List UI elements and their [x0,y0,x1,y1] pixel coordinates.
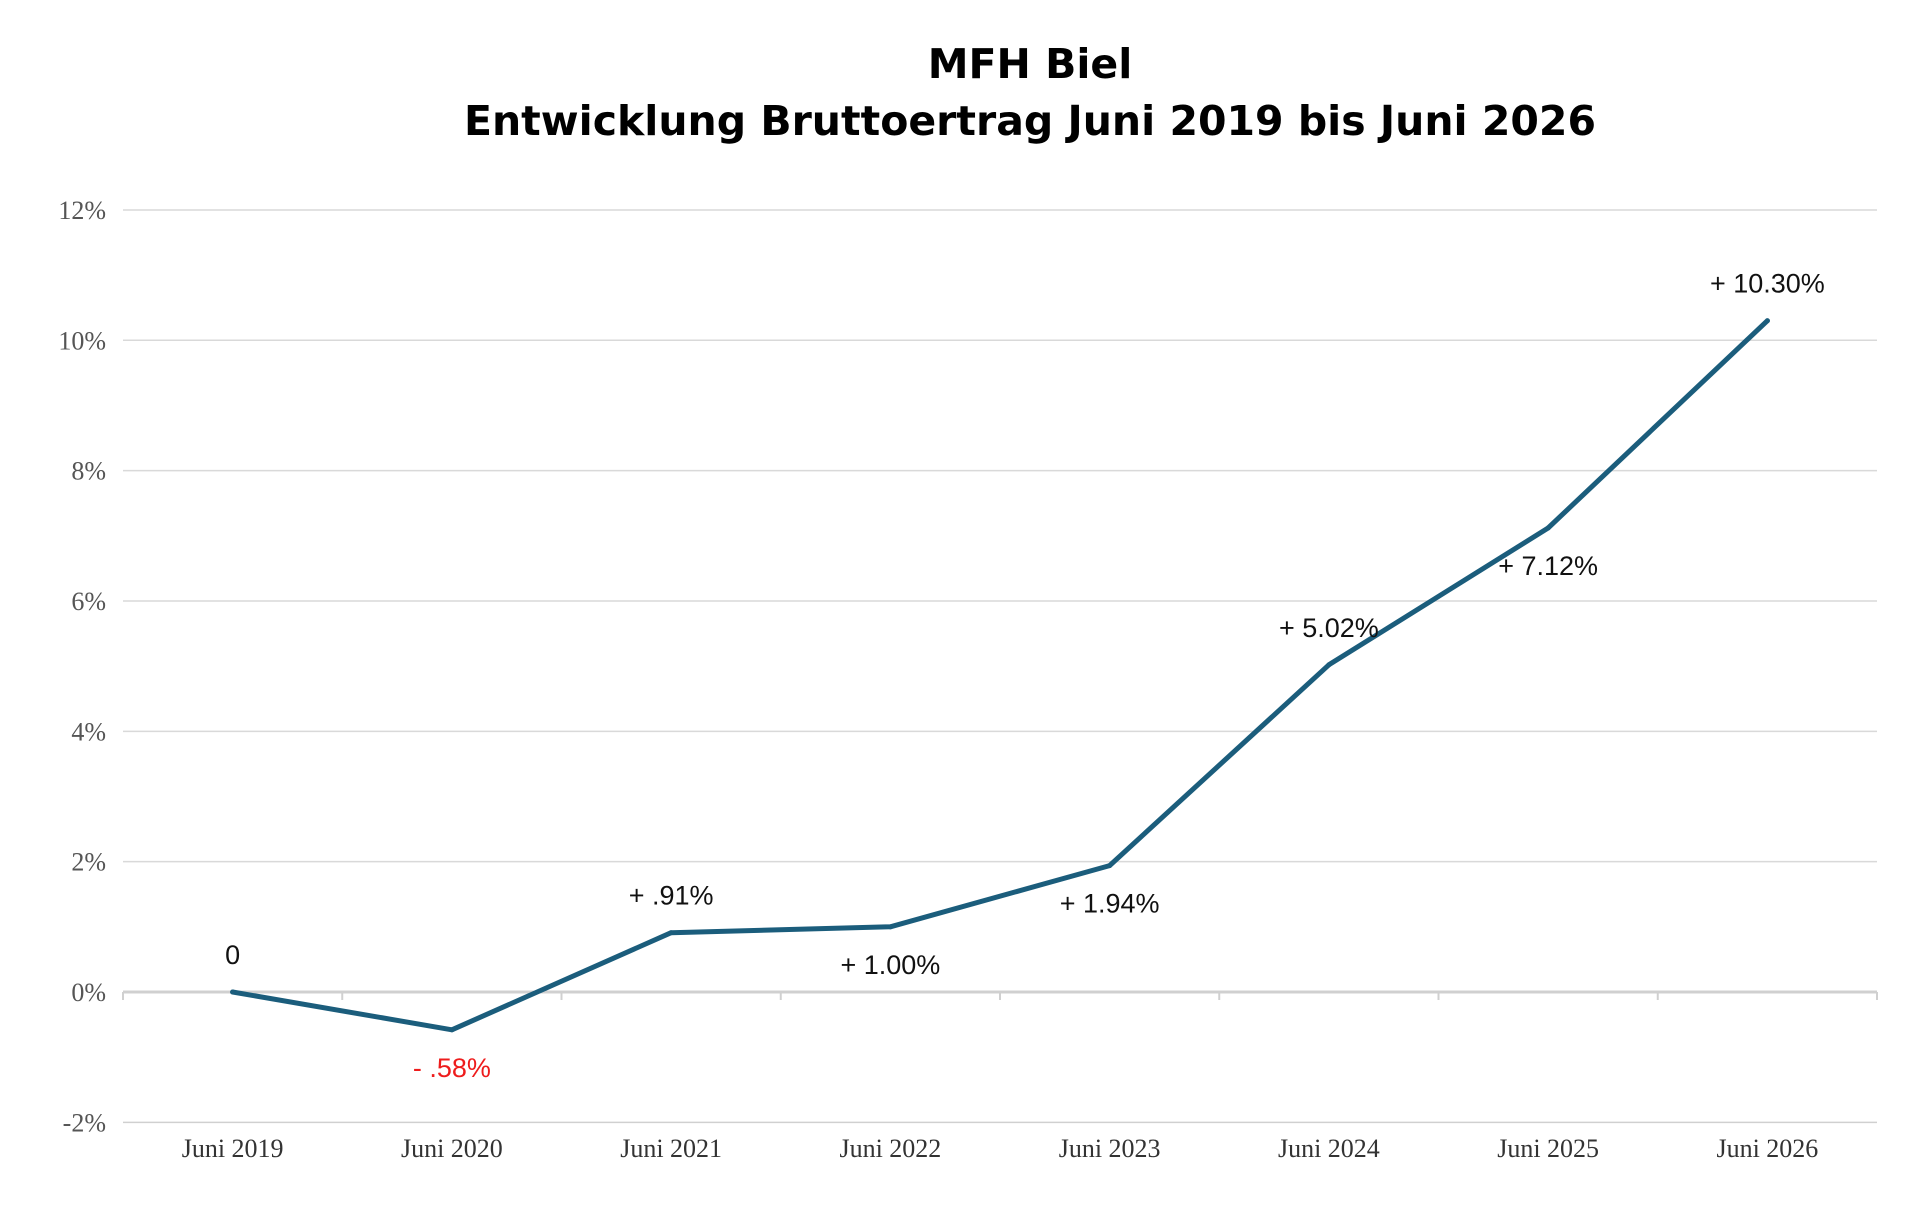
x-tick-label: Juni 2025 [1497,1134,1599,1163]
y-tick-label: 10% [58,326,106,355]
data-point [1545,525,1551,531]
x-tick-label: Juni 2022 [839,1134,941,1163]
x-tick-label: Juni 2026 [1716,1134,1818,1163]
chart-title-line-2: Entwicklung Bruttoertrag Juni 2019 bis J… [464,97,1596,145]
data-point [668,930,674,936]
series [230,318,1770,1033]
data-label: 0 [225,940,240,970]
data-point [1764,318,1770,324]
x-tick-label: Juni 2019 [182,1134,284,1163]
data-point [887,924,893,930]
data-label: + 7.12% [1498,551,1598,581]
data-label: + 5.02% [1279,613,1379,643]
data-label: + .91% [629,881,714,911]
data-labels: 0 - .58% + .91% + 1.00% + 1.94% + 5.02% + 7.12… [225,269,1825,1083]
y-tick-label: 8% [71,457,106,486]
data-point [1326,662,1332,668]
chart-title-line-1: MFH Biel [928,40,1133,88]
y-tick-label: 6% [71,587,106,616]
y-tick-label: 2% [71,848,106,877]
data-label: + 1.94% [1060,889,1160,919]
data-point [230,989,236,995]
x-tick-label: Juni 2023 [1059,1134,1161,1163]
series-line [230,318,1770,1033]
data-label: + 10.30% [1710,269,1825,299]
data-point [449,1027,455,1033]
y-tick-label: 12% [58,196,106,225]
x-tick-label: Juni 2020 [401,1134,503,1163]
data-label: + 1.00% [840,950,940,980]
x-axis [122,990,1878,1000]
data-point [1107,863,1113,869]
y-tick-label: 0% [71,978,106,1007]
data-label: - .58% [413,1053,491,1083]
gridlines [123,209,1877,1124]
y-tick-label: -2% [63,1108,106,1137]
y-axis: 12% 10% 8% 6% 4% 2% 0% -2% [58,196,106,1137]
x-tick-label: Juni 2021 [620,1134,722,1163]
x-axis-labels: Juni 2019 Juni 2020 Juni 2021 Juni 2022 Juni… [182,1134,1819,1163]
y-tick-label: 4% [71,717,106,746]
x-tick-label: Juni 2024 [1278,1134,1380,1163]
